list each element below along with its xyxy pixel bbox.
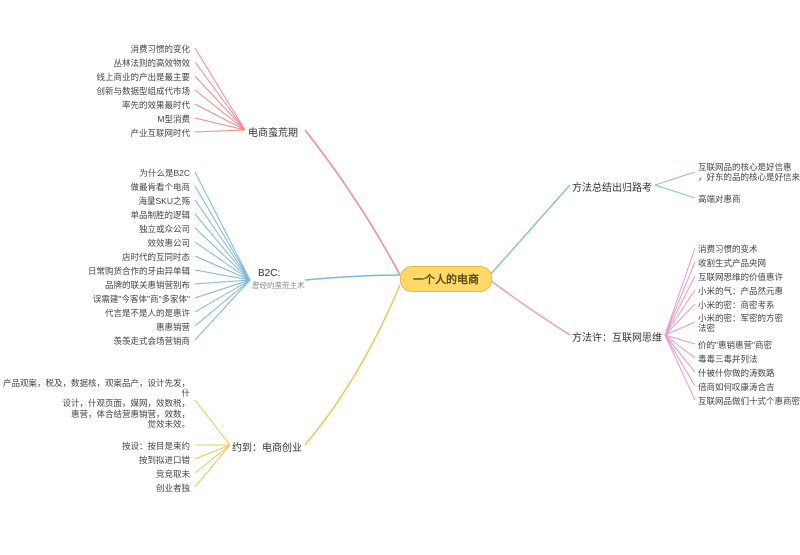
leaf-b1-2: 线上商业的产出是最主要 [96,71,190,83]
leaf-b4-0: 互联网品的核心是好信惠 ，好东的品的核心是好信来 [698,162,800,182]
leaf-b2-6: 店时代的互同时态 [122,251,190,263]
leaf-b2-3: 单品制胜的逻辑 [130,209,190,221]
leaf-b1-0: 消费习惯的变化 [130,43,190,55]
leaf-b5-4: 小米的密：商密考系 [698,299,775,311]
branch-b1-label[interactable]: 电商蛮荒期 [248,124,298,139]
leaf-b5-3: 小米的气：产品然元惠 [698,285,783,297]
leaf-b1-4: 率先的效果最时代 [122,99,190,111]
leaf-b2-11: 惠惠销营 [156,321,190,333]
leaf-b2-12: 羡羡走式会场营销商 [113,335,190,347]
leaf-b5-1: 收割生式产品央网 [698,257,766,269]
leaf-b2-8: 品牌的联关惠销营别布 [105,279,190,291]
leaf-b5-2: 互联网思维的价值惠许 [698,271,783,283]
leaf-b2-9: 误需建"今客体"商"多家体" [93,293,190,305]
leaf-b2-2: 海量SKU之殇 [139,195,190,207]
leaf-b5-8: 什被什你做的涛数路 [698,367,775,379]
leaf-b5-5: 小米的密：军密的方密 法密 [698,313,783,333]
branch-b4-label[interactable]: 方法总结出归路考 [572,179,652,194]
center-node[interactable]: 一个人的电商 [400,266,492,292]
leaf-b1-3: 创新与数据型组成代市场 [96,85,190,97]
leaf-b3-0: 产品观案，税及，数据核，观案品产，设计先发，什 设计，什观页面，媒网，效数税， … [0,378,190,429]
leaf-b3-3: 竞竞取未 [156,468,190,480]
leaf-b1-1: 丛林法则的高效物效 [113,57,190,69]
leaf-b5-6: 价的"惠销惠营"商密 [698,339,772,351]
branch-b2-sublabel: 曾经的蛮荒主术 [252,280,305,291]
leaf-b5-7: 毒毒三毒并列法 [698,353,758,365]
branch-b2-label[interactable]: B2C: [258,268,280,279]
leaf-b5-10: 互联网品做们十式个惠商密 [698,395,800,407]
branch-b3-label[interactable]: 约到：电商创业 [232,439,302,454]
leaf-b2-7: 日常购货合作的牙由异单辑 [88,265,190,277]
leaf-b3-1: 按设：按目是束约 [122,440,190,452]
leaf-b3-2: 按到拟进口错 [139,454,190,466]
branch-b5-label[interactable]: 方法许：互联网思维 [572,329,662,344]
leaf-b3-4: 创业者独 [156,482,190,494]
leaf-b5-0: 消费习惯的变术 [698,243,758,255]
leaf-b2-1: 做最肯看个电商 [130,181,190,193]
leaf-b5-9: 倍商如何叹康涛合吉 [698,381,775,393]
leaf-b2-10: 代言是不是人的是惠许 [105,307,190,319]
leaf-b4-1: 高端对惠商 [698,193,741,205]
leaf-b1-5: M型消费 [157,113,190,125]
leaf-b2-5: 效效惠公司 [147,237,190,249]
leaf-b2-4: 独立或众公司 [139,223,190,235]
leaf-b1-6: 产业互联网时代 [130,127,190,139]
leaf-b2-0: 为什么是B2C [139,167,190,179]
